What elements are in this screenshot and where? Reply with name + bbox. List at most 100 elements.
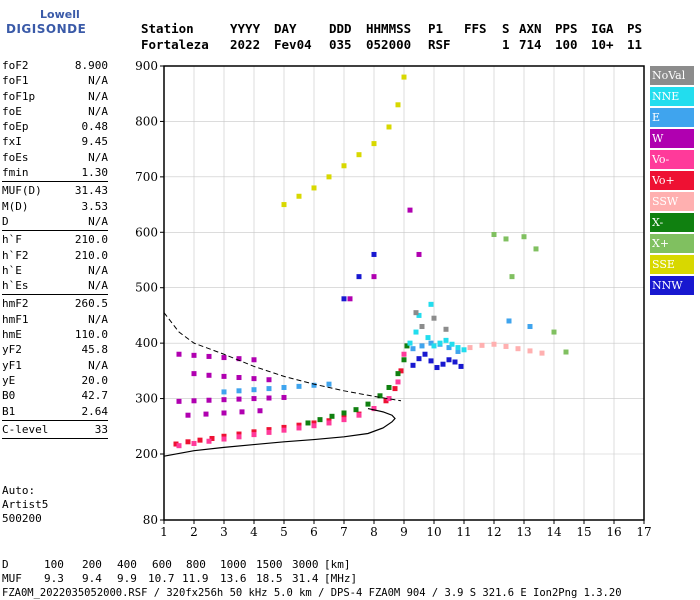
x-tick-label: 12 [486,525,501,539]
hdr-ddd: 035 [329,37,352,52]
muf-unit: [MHz] [324,572,358,585]
hdr-label-axn: AXN [519,21,542,36]
d-value: 1000 [220,558,247,571]
muf-value: 9.4 [82,572,102,585]
param-name: B1 [2,404,16,418]
param-value: N/A [88,89,108,103]
x-tick-label: 6 [310,525,318,539]
auto-version: 500200 [2,512,42,525]
param-row: C-level 33 [2,422,108,437]
param-value: 2.64 [81,404,109,418]
point-nne [416,312,422,318]
point-x [317,417,323,423]
footer-line: FZA0M_2022035052000.RSF / 320fx256h 50 k… [2,587,622,599]
x-tick-label: 14 [546,525,562,539]
point-w [236,356,242,362]
param-value: 0.48 [81,120,109,134]
x-tick-label: 17 [636,525,651,539]
point-e [311,382,317,388]
point-nnw [458,363,464,369]
hdr-label-ddd: DDD [329,21,352,36]
point-vo [236,431,242,437]
x-tick-label: 11 [456,525,471,539]
param-name: foEp [2,120,29,134]
point-nne [437,340,443,346]
d-value: 200 [82,558,102,571]
legend-entry-nne: NNE [650,87,694,106]
dashed-curve [163,312,402,402]
x-tick-label: 7 [340,525,348,539]
point-nne [413,329,419,335]
param-row: M(D) 3.53 [2,199,108,214]
param-value: 20.0 [81,373,109,387]
point-ssw [479,342,485,348]
param-value: N/A [88,312,108,326]
point-noval [413,310,419,316]
point-vo [356,412,362,418]
muf-value: 11.9 [182,572,209,585]
point-nnw [440,361,446,367]
muf-value: 9.9 [117,572,137,585]
param-row: fxI 9.45 [2,134,108,149]
point-nnw [371,251,377,257]
point-x [395,371,401,377]
point-e [455,348,461,354]
point-vo [392,386,398,392]
param-name: foEs [2,150,29,164]
param-name: yF2 [2,343,22,357]
param-name: fxI [2,135,22,149]
point-vo [398,368,404,374]
point-ssw [539,350,545,356]
point-vo [173,441,179,447]
param-value: 1.30 [81,166,109,180]
point-w [185,412,191,418]
legend-entry-sse: SSE [650,255,694,274]
point-sse [401,74,407,80]
param-divider [2,230,108,232]
param-value: N/A [88,263,108,277]
point-vo [266,429,272,435]
point-sse [341,163,347,169]
legend-entry-vo: Vo+ [650,171,694,190]
point-w [176,351,182,357]
point-vo [251,429,257,435]
param-row: foF1p N/A [2,89,108,104]
param-row: foE N/A [2,104,108,119]
autoscaling-info: Auto: Artist5 500200 [2,484,48,526]
param-name: hmF1 [2,312,29,326]
param-row: yE 20.0 [2,373,108,388]
point-e [236,388,242,394]
y-tick-label: 500 [135,281,158,295]
param-row: D N/A [2,214,108,229]
point-x [341,410,347,416]
hdr-label-ffs: FFS [464,21,487,36]
d-value: 1500 [256,558,283,571]
param-row: MUF(D) 31.43 [2,183,108,198]
point-noval [419,324,425,330]
muf-value: 18.5 [256,572,283,585]
param-row: foEp 0.48 [2,119,108,134]
legend-entry-e: E [650,108,694,127]
legend-entry-ssw: SSW [650,192,694,211]
point-x [491,232,497,238]
point-x [521,234,527,240]
point-vo [176,443,182,449]
point-w [206,353,212,359]
point-w [266,377,272,383]
profile-curve [163,407,396,457]
y-tick-label: 900 [135,59,158,73]
hdr-label-day: DAY [274,21,297,36]
param-value: 210.0 [74,248,108,262]
point-nnw [416,356,422,362]
point-x [509,274,515,280]
point-w [371,274,377,280]
param-value: N/A [88,358,108,372]
point-vo [197,437,203,443]
x-tick-label: 2 [190,525,198,539]
chart-curves [163,312,402,457]
param-row: foEs N/A [2,150,108,165]
logo-line2: DIGISONDE [6,22,87,36]
muf-value: 13.6 [220,572,247,585]
param-row: yF2 45.8 [2,342,108,357]
